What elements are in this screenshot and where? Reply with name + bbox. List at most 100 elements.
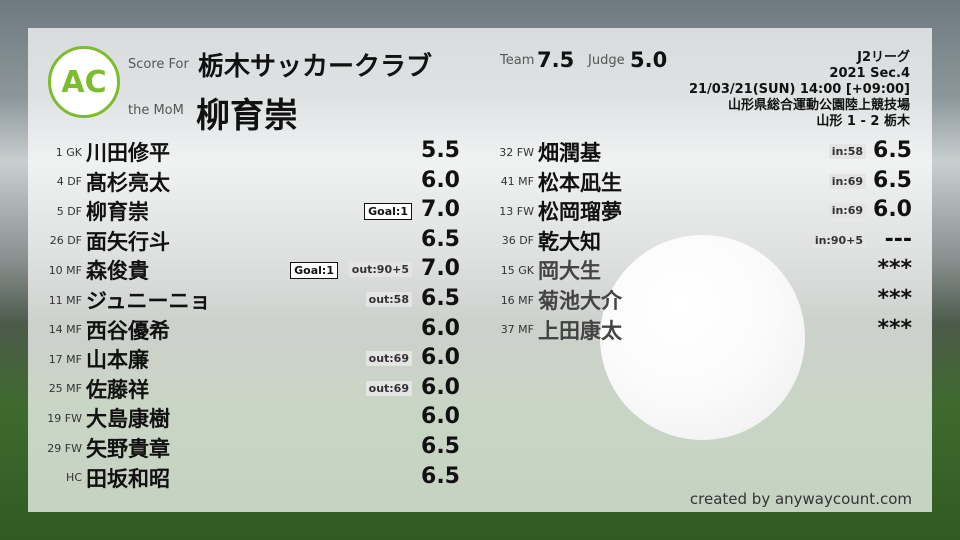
player-row: 10 MF 森俊貴 [30, 256, 149, 284]
sub-badge: out:58 [365, 292, 412, 307]
player-score: 7.0 [421, 256, 460, 282]
league: J2リーグ [857, 50, 910, 65]
player-score: *** [877, 315, 912, 341]
player-name: 松岡瑠夢 [538, 200, 622, 225]
player-name: 髙杉亮太 [86, 170, 170, 195]
datetime: 21/03/21(SUN) 14:00 [+09:00] [688, 82, 910, 97]
player-name: 西谷優希 [86, 318, 170, 343]
player-score: 5.5 [421, 138, 460, 163]
player-row: 5 DF 柳育崇 [30, 197, 149, 225]
player-name: 菊池大介 [538, 289, 622, 313]
venue: 山形県総合運動公園陸上競技場 [727, 98, 910, 113]
player-score: 6.5 [873, 138, 912, 163]
judge-score: 5.0 [630, 48, 668, 72]
player-position: 41 MF [500, 175, 534, 189]
player-position: 26 DF [49, 234, 82, 248]
goal-badge: Goal:1 [364, 203, 412, 221]
player-score: 6.0 [421, 404, 460, 430]
player-name: ジュニーニョ [86, 289, 211, 313]
player-name: 田坂和昭 [86, 466, 170, 491]
player-score: 7.0 [421, 197, 460, 223]
player-position: 10 MF [48, 263, 82, 277]
match-info: J2リーグ 2021 Sec.4 21/03/21(SUN) 14:00 [+0… [689, 50, 910, 130]
team-name: 栃木サッカークラブ [198, 52, 433, 82]
player-name: 矢野貴章 [86, 437, 170, 461]
player-name: 森俊貴 [86, 259, 149, 284]
player-score: *** [877, 256, 912, 282]
player-score: 6.5 [421, 286, 460, 311]
sub-badge: in:69 [828, 203, 866, 219]
player-position: 13 FW [499, 204, 534, 218]
player-row: HC 田坂和昭 [30, 464, 170, 492]
player-score: 6.0 [421, 167, 460, 193]
player-score: 6.5 [873, 167, 912, 193]
sub-badge: in:58 [828, 144, 866, 159]
player-row: 11 MF ジュニーニョ [30, 286, 211, 314]
mom-name: 柳育崇 [196, 96, 298, 136]
player-row: 19 FW 大島康樹 [30, 404, 170, 432]
player-position: 1 GK [55, 145, 82, 159]
section: 2021 Sec.4 [829, 66, 910, 81]
player-row: 13 FW 松岡瑠夢 [482, 197, 622, 225]
credit: created by anywaycount.com [689, 490, 912, 508]
player-score: 6.0 [421, 345, 460, 371]
player-score: *** [877, 286, 912, 311]
player-position: 25 MF [48, 382, 82, 396]
player-row: 14 MF 西谷優希 [30, 316, 170, 344]
player-row: 26 DF 面矢行斗 [30, 227, 170, 255]
score-panel [28, 28, 932, 512]
sub-badge: in:90+5 [811, 232, 866, 248]
player-name: 大島康樹 [86, 407, 170, 432]
player-row: 36 DF 乾大知 [482, 227, 601, 255]
player-position: 4 DF [56, 175, 82, 189]
player-score: 6.5 [421, 463, 460, 489]
player-position: 29 FW [47, 441, 82, 455]
player-position: 32 FW [499, 145, 534, 159]
player-name: 岡大生 [538, 259, 601, 284]
player-position: 19 FW [47, 411, 82, 425]
player-score: 6.0 [873, 197, 912, 223]
player-position: 14 MF [48, 323, 82, 337]
goal-badge: Goal:1 [290, 262, 338, 280]
player-row: 37 MF 上田康太 [482, 316, 622, 344]
player-position: 37 MF [500, 323, 534, 337]
player-name: 面矢行斗 [86, 229, 170, 254]
player-position: 17 MF [48, 352, 82, 366]
player-row: 4 DF 髙杉亮太 [30, 168, 170, 196]
player-name: 佐藤祥 [86, 377, 149, 402]
judge-label: Judge [588, 53, 625, 68]
sub-badge: out:69 [365, 380, 412, 396]
player-row: 29 FW 矢野貴章 [30, 434, 170, 462]
player-score: 6.0 [421, 374, 460, 400]
anywaycount-logo: AC [48, 46, 120, 118]
player-name: 畑潤基 [538, 141, 601, 165]
player-row: 16 MF 菊池大介 [482, 286, 622, 314]
player-position: 11 MF [48, 293, 82, 307]
player-row: 1 GK 川田修平 [30, 138, 170, 166]
player-name: 柳育崇 [86, 200, 149, 225]
player-position: 15 GK [500, 263, 534, 277]
player-position: 36 DF [501, 234, 534, 248]
player-position: HC [66, 471, 82, 485]
player-score: --- [884, 226, 912, 252]
player-row: 41 MF 松本凪生 [482, 168, 622, 196]
player-position: 16 MF [500, 293, 534, 307]
player-row: 17 MF 山本廉 [30, 345, 149, 373]
player-name: 山本廉 [86, 348, 149, 373]
team-label: Team [500, 53, 535, 68]
sub-badge: out:69 [365, 351, 412, 367]
logo-text: AC [61, 64, 107, 100]
mom-label: the MoM [128, 103, 184, 118]
sub-badge: out:90+5 [348, 262, 412, 278]
team-score: 7.5 [537, 48, 575, 72]
player-name: 松本凪生 [538, 170, 622, 195]
player-name: 乾大知 [538, 229, 601, 254]
score-for-label: Score For [128, 57, 189, 72]
player-position: 5 DF [56, 204, 82, 218]
player-row: 15 GK 岡大生 [482, 256, 601, 284]
player-score: 6.5 [421, 226, 460, 252]
player-score: 6.0 [421, 315, 460, 341]
player-score: 6.5 [421, 434, 460, 459]
player-row: 25 MF 佐藤祥 [30, 375, 149, 403]
player-row: 32 FW 畑潤基 [482, 138, 601, 166]
